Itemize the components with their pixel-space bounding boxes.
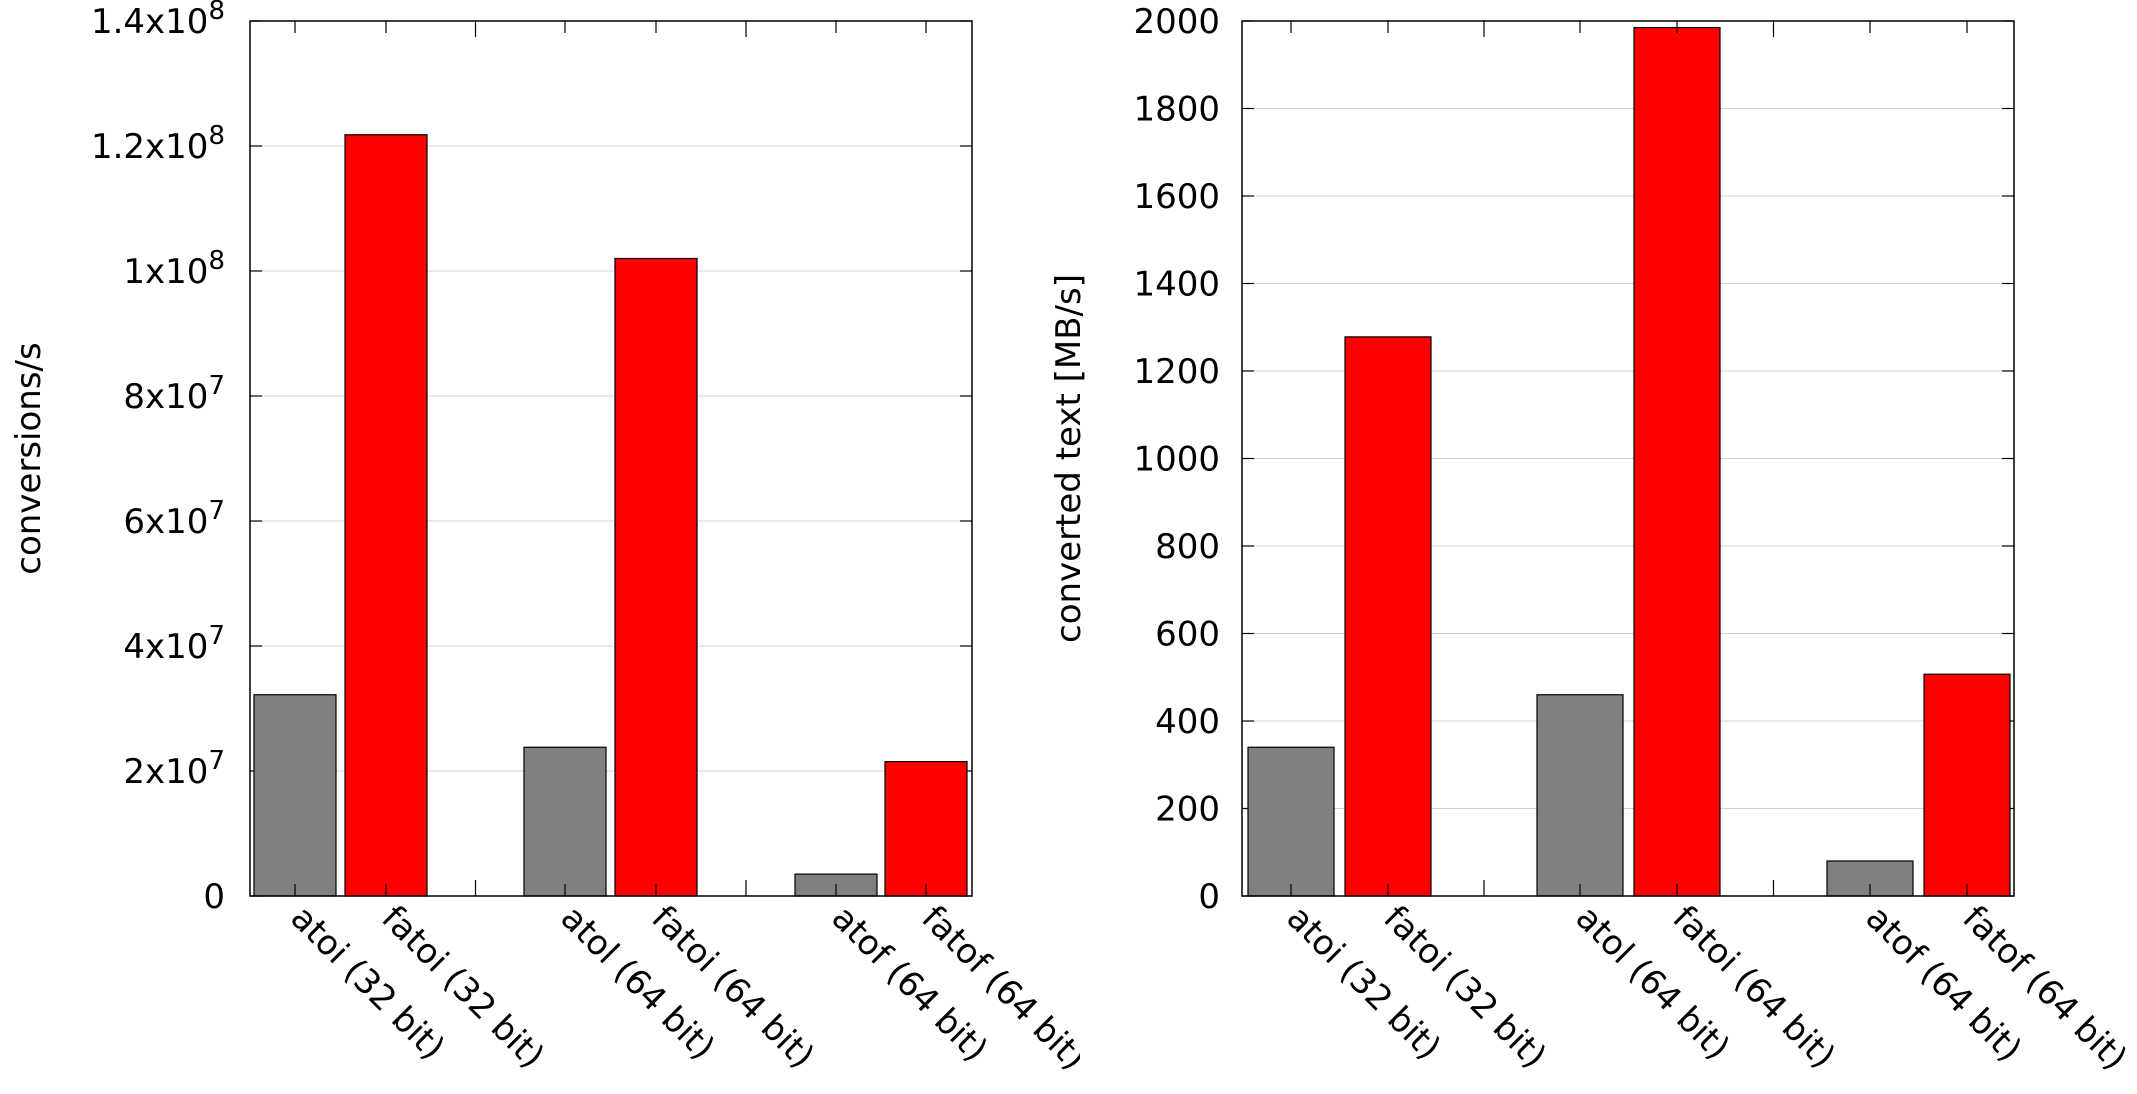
y-tick-label: 8x107 [123, 371, 225, 417]
y-tick-mantissa: 200 [1155, 790, 1220, 830]
y-tick-mantissa: 1600 [1133, 177, 1220, 217]
y-tick-mantissa: 600 [1155, 615, 1220, 655]
y-tick-mantissa: 2000 [1133, 2, 1220, 42]
y-tick-mantissa: 4x10 [123, 627, 208, 667]
y-tick-label: 1600 [1133, 177, 1220, 217]
y-tick-label: 6x107 [123, 496, 225, 542]
y-tick-exponent: 8 [208, 121, 225, 151]
plot-frame [249, 20, 973, 897]
y-tick-mantissa: 1x10 [123, 252, 208, 292]
y-tick-label: 1x108 [123, 246, 225, 292]
bar-fast [1344, 336, 1432, 897]
y-tick-exponent: 7 [208, 621, 225, 651]
y-tick-mantissa: 0 [203, 877, 225, 917]
y-tick-label: 800 [1155, 527, 1220, 567]
y-tick-label: 0 [203, 877, 225, 917]
y-tick-label: 400 [1155, 702, 1220, 742]
y-tick-label: 1400 [1133, 265, 1220, 305]
bar-baseline [253, 694, 337, 897]
plot-frame [1241, 20, 2015, 897]
y-tick-mantissa: 8x10 [123, 377, 208, 417]
bar-fast [1923, 673, 2011, 897]
y-tick-label: 200 [1155, 790, 1220, 830]
y-tick-mantissa: 2x10 [123, 752, 208, 792]
y-axis-label: conversions/s [9, 342, 49, 574]
y-tick-mantissa: 1.2x10 [91, 127, 208, 167]
bar-baseline [1247, 746, 1335, 897]
bar-fast [614, 257, 698, 897]
y-tick-label: 1800 [1133, 90, 1220, 130]
y-tick-label: 1.4x108 [91, 0, 225, 42]
bar-fast [1633, 26, 1721, 897]
category-label: fatof (64 bit) [1955, 898, 2135, 1078]
y-tick-label: 4x107 [123, 621, 225, 667]
y-tick-mantissa: 0 [1198, 877, 1220, 917]
y-tick-label: 2x107 [123, 746, 225, 792]
y-tick-mantissa: 1.4x10 [91, 2, 208, 42]
y-tick-label: 2000 [1133, 2, 1220, 42]
y-tick-exponent: 8 [208, 0, 225, 26]
y-tick-exponent: 7 [208, 746, 225, 776]
y-tick-mantissa: 1200 [1133, 352, 1220, 392]
y-tick-label: 0 [1198, 877, 1220, 917]
y-tick-mantissa: 1800 [1133, 90, 1220, 130]
y-tick-exponent: 7 [208, 371, 225, 401]
y-tick-mantissa: 400 [1155, 702, 1220, 742]
y-axis-label: converted text [MB/s] [1049, 274, 1089, 643]
y-tick-mantissa: 6x10 [123, 502, 208, 542]
y-tick-mantissa: 1400 [1133, 265, 1220, 305]
y-tick-mantissa: 1000 [1133, 440, 1220, 480]
y-tick-mantissa: 800 [1155, 527, 1220, 567]
bar-fast [344, 134, 428, 897]
y-tick-label: 600 [1155, 615, 1220, 655]
y-tick-exponent: 8 [208, 246, 225, 276]
bar-baseline [523, 746, 607, 897]
bar-fast [884, 761, 968, 897]
y-tick-label: 1200 [1133, 352, 1220, 392]
y-tick-exponent: 7 [208, 496, 225, 526]
y-tick-label: 1000 [1133, 440, 1220, 480]
bar-baseline [1536, 694, 1624, 897]
conversions-chart: 02x1074x1076x1078x1071x1081.2x1081.4x108… [9, 0, 1080, 1078]
y-tick-label: 1.2x108 [91, 121, 225, 167]
